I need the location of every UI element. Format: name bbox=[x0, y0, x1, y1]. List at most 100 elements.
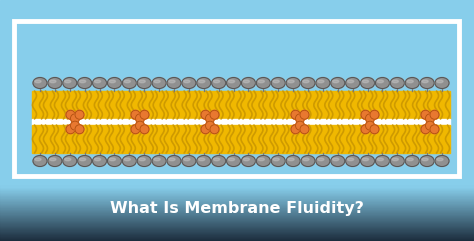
Bar bbox=[0, 236, 474, 237]
Bar bbox=[0, 234, 474, 235]
Bar bbox=[0, 192, 474, 193]
Ellipse shape bbox=[375, 78, 390, 88]
Ellipse shape bbox=[50, 158, 56, 161]
Bar bbox=[0, 230, 474, 231]
Ellipse shape bbox=[331, 155, 345, 167]
Bar bbox=[0, 186, 474, 187]
Ellipse shape bbox=[365, 114, 374, 123]
Ellipse shape bbox=[303, 158, 309, 161]
Bar bbox=[0, 231, 474, 232]
Ellipse shape bbox=[71, 114, 80, 123]
Text: What Is Membrane Fluidity?: What Is Membrane Fluidity? bbox=[110, 201, 364, 216]
Bar bbox=[0, 218, 474, 219]
Ellipse shape bbox=[35, 80, 41, 83]
Ellipse shape bbox=[333, 80, 339, 83]
Bar bbox=[32, 105, 450, 119]
Ellipse shape bbox=[78, 78, 91, 88]
Ellipse shape bbox=[109, 80, 116, 83]
Ellipse shape bbox=[213, 80, 220, 83]
Ellipse shape bbox=[94, 80, 100, 83]
Ellipse shape bbox=[124, 158, 130, 161]
Ellipse shape bbox=[346, 155, 360, 167]
Bar bbox=[0, 222, 474, 223]
Ellipse shape bbox=[210, 125, 219, 134]
Ellipse shape bbox=[33, 155, 47, 167]
Bar bbox=[0, 205, 474, 206]
Ellipse shape bbox=[137, 78, 151, 88]
Bar bbox=[0, 188, 474, 189]
Ellipse shape bbox=[66, 125, 75, 134]
Bar bbox=[32, 91, 450, 105]
Ellipse shape bbox=[295, 114, 304, 123]
Ellipse shape bbox=[131, 110, 140, 119]
Ellipse shape bbox=[183, 158, 190, 161]
Ellipse shape bbox=[241, 78, 255, 88]
Ellipse shape bbox=[303, 80, 309, 83]
Ellipse shape bbox=[212, 155, 226, 167]
Ellipse shape bbox=[206, 121, 215, 130]
Bar bbox=[0, 201, 474, 202]
Bar bbox=[32, 139, 450, 153]
Ellipse shape bbox=[108, 155, 121, 167]
Ellipse shape bbox=[258, 158, 264, 161]
Ellipse shape bbox=[392, 80, 398, 83]
Ellipse shape bbox=[152, 78, 166, 88]
Bar bbox=[0, 240, 474, 241]
Ellipse shape bbox=[48, 155, 62, 167]
Bar bbox=[0, 216, 474, 217]
Ellipse shape bbox=[362, 80, 369, 83]
Ellipse shape bbox=[154, 80, 160, 83]
Bar bbox=[0, 204, 474, 205]
Bar bbox=[0, 231, 474, 232]
Bar bbox=[14, 21, 459, 176]
Bar bbox=[0, 204, 474, 205]
Ellipse shape bbox=[241, 155, 255, 167]
Bar bbox=[0, 213, 474, 214]
Ellipse shape bbox=[136, 121, 145, 130]
Ellipse shape bbox=[361, 125, 370, 134]
Bar bbox=[0, 216, 474, 217]
Bar bbox=[0, 197, 474, 198]
Ellipse shape bbox=[228, 80, 235, 83]
Ellipse shape bbox=[346, 78, 360, 88]
Ellipse shape bbox=[227, 78, 241, 88]
Bar bbox=[0, 190, 474, 191]
Ellipse shape bbox=[169, 80, 175, 83]
Ellipse shape bbox=[271, 78, 285, 88]
Ellipse shape bbox=[316, 155, 330, 167]
Bar bbox=[0, 228, 474, 229]
Ellipse shape bbox=[75, 110, 84, 119]
Bar bbox=[0, 194, 474, 195]
Ellipse shape bbox=[301, 78, 315, 88]
Bar bbox=[0, 211, 474, 212]
Ellipse shape bbox=[426, 114, 435, 123]
Bar bbox=[0, 207, 474, 208]
Ellipse shape bbox=[318, 158, 324, 161]
Ellipse shape bbox=[365, 121, 374, 130]
Bar bbox=[0, 224, 474, 225]
Bar bbox=[0, 220, 474, 221]
Ellipse shape bbox=[137, 155, 151, 167]
Ellipse shape bbox=[301, 155, 315, 167]
Bar bbox=[0, 186, 474, 187]
Ellipse shape bbox=[430, 110, 439, 119]
Ellipse shape bbox=[421, 125, 430, 134]
Ellipse shape bbox=[291, 125, 300, 134]
Bar bbox=[0, 221, 474, 222]
Ellipse shape bbox=[122, 78, 137, 88]
Ellipse shape bbox=[243, 158, 249, 161]
Ellipse shape bbox=[122, 155, 137, 167]
Ellipse shape bbox=[420, 78, 434, 88]
Ellipse shape bbox=[437, 158, 443, 161]
Ellipse shape bbox=[426, 121, 435, 130]
Ellipse shape bbox=[291, 110, 300, 119]
Ellipse shape bbox=[377, 80, 383, 83]
Ellipse shape bbox=[256, 155, 270, 167]
Ellipse shape bbox=[435, 155, 449, 167]
Ellipse shape bbox=[361, 155, 374, 167]
Ellipse shape bbox=[405, 78, 419, 88]
Ellipse shape bbox=[347, 158, 354, 161]
Bar bbox=[0, 203, 474, 204]
Ellipse shape bbox=[420, 155, 434, 167]
Ellipse shape bbox=[63, 78, 77, 88]
